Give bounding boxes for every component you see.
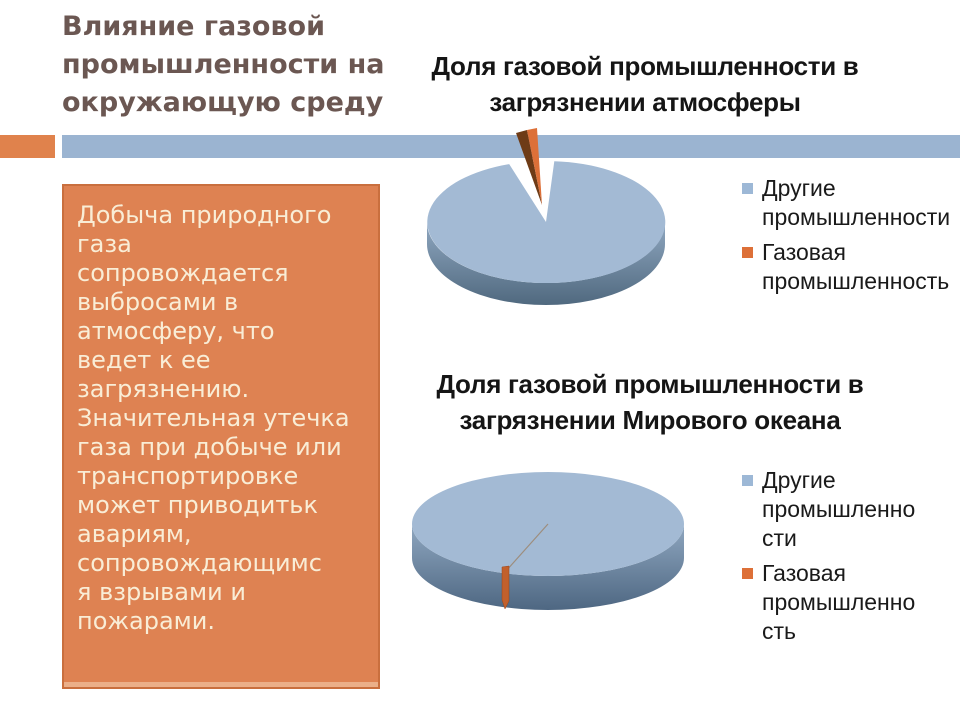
legend-label-gas: Газовая промышленность — [762, 239, 950, 294]
accent-bar-blue — [62, 135, 960, 158]
legend-label-gas: Газовая промышленно сть — [762, 560, 916, 644]
legend-label-others: Другие промышленности — [762, 175, 951, 230]
legend-swatch-others — [742, 183, 753, 194]
legend-item-gas: Газовая промышленность — [742, 238, 950, 296]
legend-label-others: Другие промышленно сти — [762, 467, 916, 551]
pie1-slice-gas — [527, 128, 542, 205]
legend-item-others: Другие промышленности — [742, 174, 950, 232]
legend-ocean: Другие промышленно сти Газовая промышлен… — [742, 466, 915, 646]
body-text-box: Добыча природного газа сопровождается вы… — [62, 184, 380, 689]
pie2-side-face — [412, 524, 684, 610]
pie2-slice-boundary-line — [505, 523, 549, 572]
pie1-side-face — [427, 222, 665, 305]
pie-chart-atmosphere — [427, 128, 666, 305]
accent-bar-orange — [0, 135, 55, 158]
slide-title: Влияние газовой промышленности на окружа… — [62, 11, 385, 118]
legend-swatch-others — [742, 475, 753, 486]
pie1-slice-gas-shadow-face — [516, 130, 542, 205]
legend-swatch-gas — [742, 568, 753, 579]
legend-item-gas: Газовая промышленно сть — [742, 559, 915, 646]
legend-atmosphere: Другие промышленности Газовая промышленн… — [742, 174, 950, 296]
pie1-slice-others — [427, 161, 666, 284]
legend-item-others: Другие промышленно сти — [742, 466, 915, 553]
chart1-title: Доля газовой промышленности в загрязнени… — [431, 51, 859, 117]
legend-swatch-gas — [742, 247, 753, 258]
pie2-slice-gas — [501, 565, 510, 610]
chart2-title: Доля газовой промышленности в загрязнени… — [436, 369, 864, 435]
body-text: Добыча природного газа сопровождается вы… — [77, 201, 350, 635]
pie-chart-ocean — [412, 472, 684, 610]
